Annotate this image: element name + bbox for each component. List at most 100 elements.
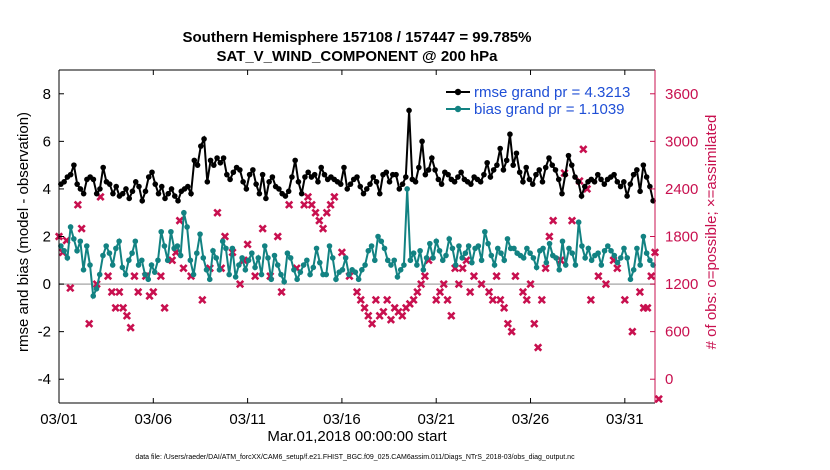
obs-marker-stroke: [273, 232, 282, 241]
obs-marker: [337, 248, 347, 257]
obs-marker: [526, 279, 535, 289]
rmse-point: [90, 176, 97, 183]
obs-marker-stroke: [379, 307, 388, 316]
bias-point: [456, 243, 462, 249]
obs-marker-stroke: [364, 311, 373, 320]
obs-markers: [54, 145, 663, 404]
bias-point: [352, 269, 359, 275]
bias-series: [58, 186, 656, 300]
obs-marker: [85, 319, 94, 328]
obs-marker: [613, 264, 622, 273]
legend-swatch-marker: [454, 105, 462, 113]
obs-marker-stroke: [239, 256, 248, 265]
bias-point: [647, 257, 653, 264]
obs-marker-stroke: [488, 295, 497, 305]
bias-point: [524, 245, 530, 252]
rmse-point: [581, 183, 588, 190]
bias-point: [223, 245, 229, 252]
rmse-point: [341, 164, 347, 171]
obs-marker-stroke: [311, 208, 320, 217]
obs-marker: [541, 264, 550, 273]
obs-marker: [318, 224, 328, 233]
y-tick-label-left: 4: [43, 181, 51, 198]
obs-marker: [439, 279, 448, 289]
y-tick-label-left: 6: [43, 133, 51, 150]
rmse-series: [58, 107, 656, 205]
obs-marker: [243, 240, 252, 249]
obs-marker: [356, 295, 365, 305]
bias-point: [465, 243, 472, 249]
rmse-point: [523, 164, 530, 171]
bias-point: [569, 250, 576, 256]
obs-marker-stroke: [435, 287, 445, 297]
rmse-point: [315, 178, 321, 185]
obs-marker: [198, 295, 207, 305]
obs-marker-stroke: [503, 319, 513, 328]
bias-point: [249, 250, 255, 256]
bias-point: [478, 257, 485, 264]
obs-marker-stroke: [330, 192, 339, 201]
obs-marker-stroke: [484, 287, 494, 297]
y-tick-label-right: 1800: [665, 229, 698, 246]
obs-marker-stroke: [522, 295, 531, 305]
rmse-point: [627, 181, 634, 187]
bias-point: [132, 238, 139, 245]
rmse-point: [624, 193, 630, 199]
obs-marker-stroke: [635, 287, 645, 297]
rmse-point: [578, 193, 585, 199]
obs-marker: [134, 287, 143, 297]
bias-point: [126, 257, 132, 264]
obs-marker-stroke: [413, 287, 422, 297]
obs-marker: [492, 272, 501, 281]
bias-point: [265, 255, 271, 261]
rmse-point: [552, 167, 559, 173]
bias-point: [427, 240, 433, 247]
bias-point: [100, 252, 106, 259]
bias-point: [634, 245, 640, 252]
obs-marker: [367, 319, 377, 328]
obs-marker: [488, 295, 497, 305]
obs-marker: [258, 224, 267, 233]
rmse-point: [429, 155, 435, 161]
obs-marker-stroke: [115, 287, 124, 297]
obs-marker-stroke: [458, 264, 467, 273]
obs-marker-stroke: [439, 279, 448, 289]
rmse-point: [220, 155, 227, 161]
bias-point: [433, 238, 440, 245]
obs-marker-stroke: [198, 295, 207, 305]
obs-marker-stroke: [462, 256, 471, 265]
rmse-point: [250, 167, 256, 173]
obs-marker-stroke: [175, 216, 184, 225]
rmse-point: [565, 152, 572, 159]
bias-point: [368, 243, 375, 249]
obs-marker-stroke: [654, 394, 663, 404]
bias-point: [278, 271, 284, 278]
obs-marker-stroke: [96, 192, 105, 201]
obs-marker-stroke: [156, 272, 165, 281]
rmse-point: [484, 159, 490, 166]
bias-point: [575, 219, 582, 226]
bias-point: [624, 255, 631, 261]
y-axis-label-right: # of obs: o=possible; ×=assimilated: [703, 115, 720, 350]
bias-point: [511, 245, 517, 252]
obs-marker: [273, 232, 282, 241]
obs-marker: [654, 394, 663, 404]
obs-marker-stroke: [541, 264, 550, 273]
obs-marker-stroke: [447, 311, 456, 320]
obs-marker: [458, 264, 467, 273]
obs-marker: [398, 311, 407, 320]
bias-point: [611, 252, 618, 259]
bias-point: [384, 257, 391, 264]
rmse-point: [513, 150, 520, 157]
bias-point: [323, 271, 330, 278]
bias-point: [355, 276, 362, 283]
rmse-point: [152, 181, 159, 187]
obs-marker: [330, 192, 339, 201]
obs-marker: [533, 343, 543, 352]
bias-point: [533, 264, 540, 271]
rmse-point: [269, 174, 276, 180]
rmse-point: [126, 195, 133, 202]
bias-point: [174, 243, 181, 249]
bias-point: [210, 247, 216, 254]
rmse-point: [198, 143, 204, 149]
